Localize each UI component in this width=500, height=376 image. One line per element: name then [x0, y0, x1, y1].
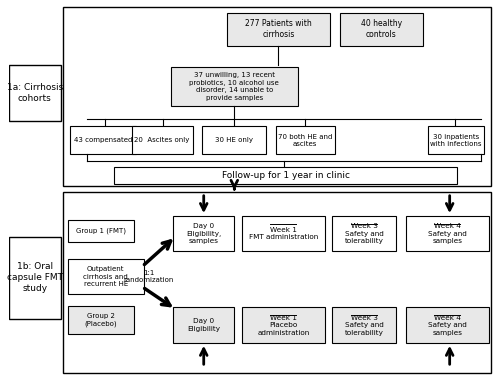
FancyBboxPatch shape	[340, 12, 422, 46]
Text: Week 4
Safety and
samples: Week 4 Safety and samples	[428, 315, 467, 336]
FancyBboxPatch shape	[170, 67, 298, 106]
FancyBboxPatch shape	[68, 220, 134, 242]
FancyBboxPatch shape	[242, 308, 325, 343]
Text: Week 4
Safety and
samples: Week 4 Safety and samples	[428, 223, 467, 244]
FancyBboxPatch shape	[68, 259, 144, 294]
Text: 20  Ascites only: 20 Ascites only	[134, 137, 190, 143]
Text: Week 1
FMT administration: Week 1 FMT administration	[248, 227, 318, 241]
FancyBboxPatch shape	[9, 237, 60, 318]
FancyBboxPatch shape	[227, 12, 330, 46]
FancyBboxPatch shape	[242, 216, 325, 252]
Text: 40 healthy
controls: 40 healthy controls	[360, 19, 402, 39]
FancyBboxPatch shape	[63, 192, 492, 373]
Text: 1b: Oral
capsule FMT
study: 1b: Oral capsule FMT study	[7, 262, 63, 293]
Text: 30 inpatients
with infections: 30 inpatients with infections	[430, 133, 482, 147]
FancyBboxPatch shape	[406, 308, 489, 343]
Text: 30 HE only: 30 HE only	[216, 137, 254, 143]
Text: 70 both HE and
ascites: 70 both HE and ascites	[278, 133, 332, 147]
Text: 43 compensated: 43 compensated	[74, 137, 132, 143]
FancyBboxPatch shape	[173, 216, 234, 252]
Text: Week 3
Safety and
tolerability: Week 3 Safety and tolerability	[344, 315, 384, 336]
Text: Day 0
Eligibility,
samples: Day 0 Eligibility, samples	[186, 223, 222, 244]
Text: Day 0
Eligibility: Day 0 Eligibility	[187, 318, 220, 332]
Text: 1a: Cirrhosis
cohorts: 1a: Cirrhosis cohorts	[6, 83, 63, 103]
FancyBboxPatch shape	[173, 308, 234, 343]
FancyBboxPatch shape	[70, 126, 136, 155]
Text: Follow-up for 1 year in clinic: Follow-up for 1 year in clinic	[222, 171, 350, 180]
FancyBboxPatch shape	[428, 126, 484, 155]
Text: Group 1 (FMT): Group 1 (FMT)	[76, 228, 126, 234]
FancyBboxPatch shape	[276, 126, 334, 155]
Text: Week 3
Safety and
tolerability: Week 3 Safety and tolerability	[344, 223, 384, 244]
FancyBboxPatch shape	[132, 126, 192, 155]
FancyBboxPatch shape	[9, 65, 60, 121]
FancyBboxPatch shape	[202, 126, 266, 155]
FancyBboxPatch shape	[332, 308, 396, 343]
Text: Week 1
Placebo
administration: Week 1 Placebo administration	[257, 315, 310, 336]
FancyBboxPatch shape	[114, 167, 457, 184]
FancyBboxPatch shape	[68, 306, 134, 334]
Text: Outpatient
cirrhosis and
recurrent HE: Outpatient cirrhosis and recurrent HE	[84, 266, 128, 287]
Text: 1:1
randomization: 1:1 randomization	[124, 270, 174, 284]
FancyBboxPatch shape	[63, 7, 492, 186]
Text: 277 Patients with
cirrhosis: 277 Patients with cirrhosis	[245, 19, 312, 39]
FancyBboxPatch shape	[332, 216, 396, 252]
Text: 37 unwilling, 13 recent
probiotics, 10 alcohol use
disorder, 14 unable to
provid: 37 unwilling, 13 recent probiotics, 10 a…	[190, 72, 279, 100]
Text: Group 2
(Placebo): Group 2 (Placebo)	[84, 312, 117, 327]
FancyBboxPatch shape	[406, 216, 489, 252]
